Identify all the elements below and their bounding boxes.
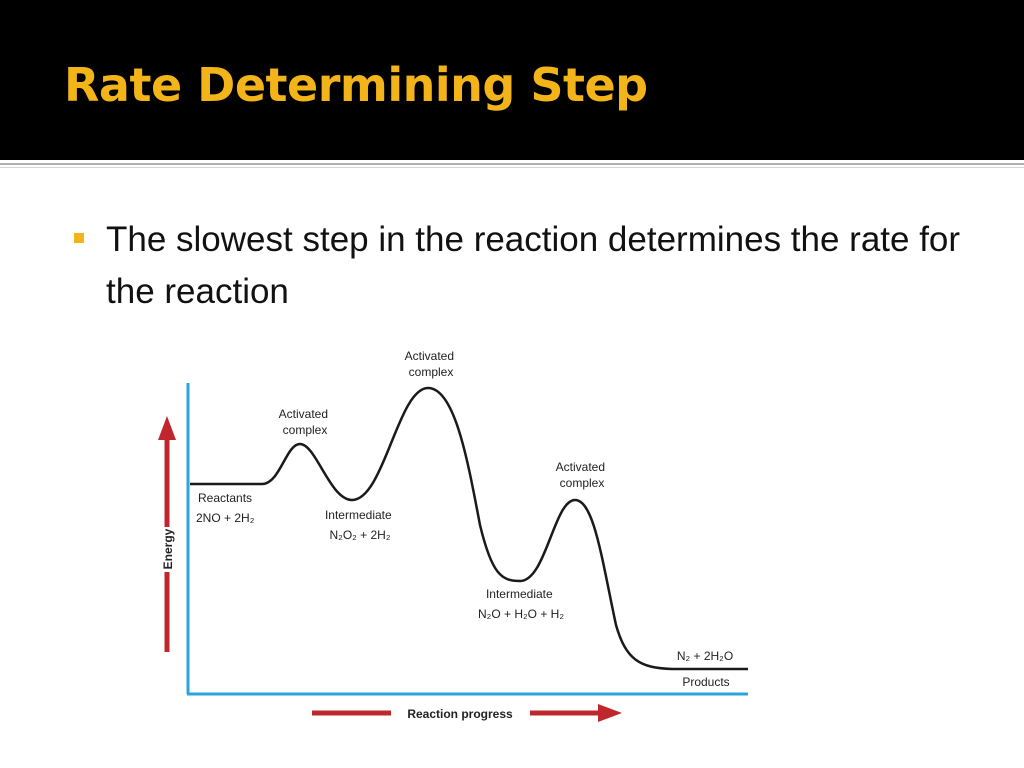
- activated-complex-label-3: Activated complex: [556, 460, 609, 490]
- reactants-label: Reactants 2NO + 2H₂: [196, 491, 255, 525]
- activated-complex-label-1: Activated complex: [279, 407, 332, 437]
- intermediate-label-2: Intermediate N₂O + H₂O + H₂: [478, 587, 564, 621]
- progress-arrow-head-icon: [598, 704, 622, 722]
- activated-complex-label-2: Activated complex: [405, 349, 458, 379]
- products-formula-label: N₂ + 2H₂O: [677, 649, 733, 663]
- energy-arrow-head-icon: [158, 416, 176, 440]
- energy-axis-label: Energy: [161, 528, 175, 569]
- bullet-text: The slowest step in the reaction determi…: [106, 220, 961, 311]
- intermediate-label-1: Intermediate N₂O₂ + 2H₂: [325, 508, 395, 542]
- title-bar: Rate Determining Step: [0, 0, 1024, 160]
- title-divider-thin: [0, 167, 1024, 168]
- products-label: Products: [682, 675, 729, 689]
- reaction-progress-label: Reaction progress: [407, 707, 513, 721]
- slide-title: Rate Determining Step: [64, 58, 648, 112]
- title-divider: [0, 163, 1024, 165]
- energy-curve: [190, 386, 748, 671]
- bullet-marker-icon: [74, 233, 84, 243]
